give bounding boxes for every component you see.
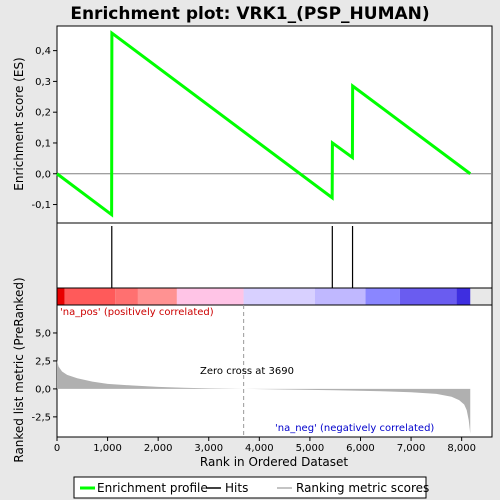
ranking-colorbar <box>57 288 471 305</box>
x-tick-label: 5,000 <box>296 443 325 454</box>
x-tick-label: 8,000 <box>447 443 476 454</box>
zero-cross-label: Zero cross at 3690 <box>200 366 294 377</box>
hits-panel-background <box>56 222 493 289</box>
metric-panel-background <box>56 304 493 438</box>
colorbar-segment <box>365 288 400 305</box>
enrichment-profile-line <box>56 30 472 218</box>
legend-hits-label: Hits <box>225 481 248 495</box>
legend-metric-label: Ranking metric scores <box>296 481 429 495</box>
colorbar-segment <box>176 288 244 305</box>
es-ytick-label: 0,3 <box>35 77 51 88</box>
colorbar-segment <box>399 288 457 305</box>
es-ytick-label: 0,1 <box>35 138 51 149</box>
metric-ytick-label: 2,5 <box>35 356 51 367</box>
legend: Enrichment profile Hits Ranking metric s… <box>73 476 429 499</box>
colorbar-segment <box>137 288 177 305</box>
legend-enrichment-label: Enrichment profile <box>97 481 208 495</box>
x-tick-label: 0 <box>54 443 60 454</box>
colorbar-segment <box>243 288 315 305</box>
metric-axis-label: Ranked list metric (PreRanked) <box>12 277 26 462</box>
x-tick-label: 3,000 <box>194 443 223 454</box>
neg-label: 'na_neg' (negatively correlated) <box>275 423 434 434</box>
es-ytick-label: 0,0 <box>35 169 51 180</box>
chart-title: Enrichment plot: VRK1_(PSP_HUMAN) <box>70 4 429 24</box>
x-tick-label: 7,000 <box>397 443 426 454</box>
es-ytick-label: 0,4 <box>35 46 51 57</box>
legend-box <box>73 476 427 499</box>
x-tick-label: 2,000 <box>144 443 173 454</box>
es-ytick-label: 0,2 <box>35 108 51 119</box>
pos-label: 'na_pos' (positively correlated) <box>60 307 214 318</box>
colorbar-segment <box>314 288 366 305</box>
x-axis-label: Rank in Ordered Dataset <box>200 455 348 469</box>
es-ytick-label: -0,1 <box>31 200 51 211</box>
es-axis-label: Enrichment score (ES) <box>12 57 26 190</box>
colorbar-segment <box>115 288 138 305</box>
es-panel-background <box>56 25 493 224</box>
x-tick-label: 4,000 <box>245 443 274 454</box>
colorbar-segment <box>64 288 116 305</box>
metric-ytick-label: 5,0 <box>35 328 51 339</box>
x-tick-label: 6,000 <box>346 443 375 454</box>
x-tick-label: 1,000 <box>93 443 122 454</box>
colorbar-segment <box>456 288 471 305</box>
colorbar-segment <box>57 288 65 305</box>
metric-ytick-label: -2,5 <box>31 412 51 423</box>
metric-ytick-label: 0,0 <box>35 384 51 395</box>
